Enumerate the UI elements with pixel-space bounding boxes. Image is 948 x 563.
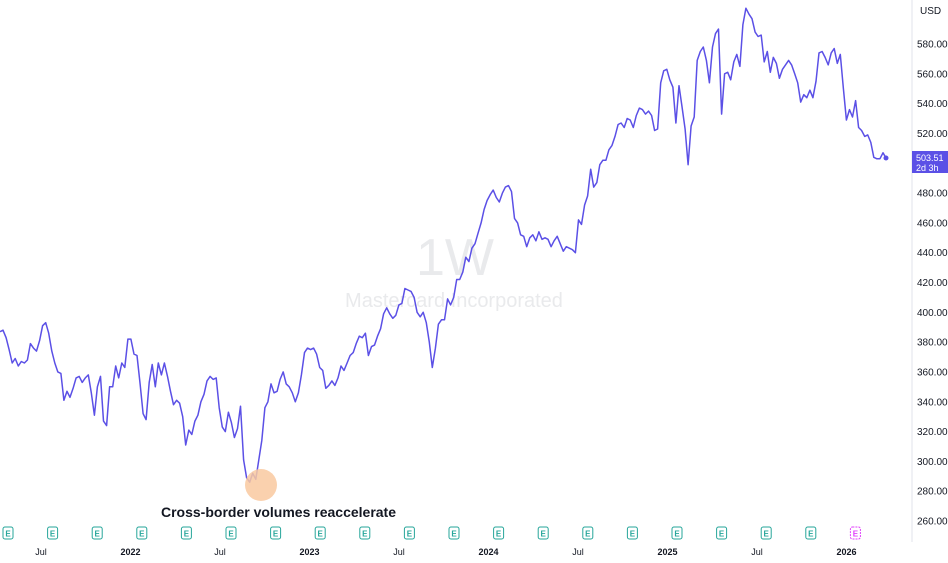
x-tick-label: Jul [751, 547, 763, 557]
price-axis[interactable]: 580.00560.00540.00520.00500.00480.00460.… [917, 40, 948, 528]
earnings-marker-label: E [808, 530, 814, 539]
price-series-line [0, 7, 887, 483]
x-tick-label: 2026 [836, 547, 856, 557]
x-tick-label: Jul [393, 547, 405, 557]
countdown-value: 2d 3h [916, 163, 939, 173]
earnings-marker-label: E [451, 530, 457, 539]
x-tick-label: 2024 [478, 547, 498, 557]
earnings-marker[interactable] [716, 526, 728, 540]
y-tick-label: 440.00 [917, 248, 948, 259]
earnings-marker-label: E [585, 530, 591, 539]
y-tick-label: 260.00 [917, 517, 948, 528]
earnings-marker-label: E [139, 530, 145, 539]
y-tick-label: 400.00 [917, 308, 948, 319]
x-tick-label: 2022 [120, 547, 140, 557]
earnings-marker[interactable] [47, 526, 59, 540]
earnings-marker-label: E [273, 530, 279, 539]
earnings-marker-label: E [318, 530, 324, 539]
earnings-marker[interactable] [180, 526, 192, 540]
earnings-marker-label: E [496, 530, 502, 539]
earnings-marker[interactable] [626, 526, 638, 540]
earnings-marker[interactable] [270, 526, 282, 540]
earnings-marker-label: E [541, 530, 547, 539]
time-axis[interactable]: Jul 2022 Jul 2023 Jul 2024 Jul 2025 Jul 2026 [35, 547, 856, 557]
y-tick-label: 580.00 [917, 40, 948, 51]
y-tick-label: 300.00 [917, 457, 948, 468]
earnings-marker-label: E [228, 530, 234, 539]
last-price-value: 503.51 [916, 153, 944, 163]
earnings-marker-label: E [184, 530, 190, 539]
earnings-marker-label: E [5, 530, 11, 539]
y-tick-label: 480.00 [917, 189, 948, 200]
x-tick-label: Jul [572, 547, 584, 557]
annotation-highlight-circle [245, 469, 277, 501]
y-tick-label: 540.00 [917, 99, 948, 110]
y-tick-label: 340.00 [917, 397, 948, 408]
watermark-symbol: Mastercard Incorporated [345, 290, 563, 312]
x-tick-label: 2023 [299, 547, 319, 557]
earnings-marker[interactable] [805, 526, 817, 540]
earnings-marker[interactable] [849, 526, 861, 540]
earnings-marker-label: E [50, 530, 56, 539]
y-tick-label: 320.00 [917, 427, 948, 438]
x-tick-label: Jul [214, 547, 226, 557]
earnings-marker-label: E [674, 530, 680, 539]
earnings-marker[interactable] [225, 526, 237, 540]
earnings-marker-label: E [95, 530, 101, 539]
last-price-badge: 503.51 2d 3h [912, 151, 948, 173]
earnings-marker[interactable] [91, 526, 103, 540]
earnings-marker[interactable] [760, 526, 772, 540]
earnings-marker[interactable] [403, 526, 415, 540]
y-tick-label: 460.00 [917, 218, 948, 229]
last-price-dot [883, 155, 889, 161]
earnings-marker[interactable] [493, 526, 505, 540]
earnings-marker-label: E [764, 530, 770, 539]
earnings-marker[interactable] [537, 526, 549, 540]
earnings-marker[interactable] [448, 526, 460, 540]
earnings-marker-label: E [853, 530, 859, 539]
currency-label: USD [920, 6, 941, 17]
x-tick-label: 2025 [657, 547, 677, 557]
earnings-marker[interactable] [136, 526, 148, 540]
annotation-label: Cross-border volumes reaccelerate [161, 504, 396, 520]
y-tick-label: 560.00 [917, 69, 948, 80]
y-tick-label: 360.00 [917, 367, 948, 378]
earnings-marker-label: E [407, 530, 413, 539]
earnings-marker[interactable] [314, 526, 326, 540]
series-layer [0, 7, 889, 483]
earnings-marker-label: E [630, 530, 636, 539]
earnings-marker-label: E [719, 530, 725, 539]
y-tick-label: 380.00 [917, 338, 948, 349]
y-tick-label: 420.00 [917, 278, 948, 289]
watermark-interval: 1W [416, 229, 494, 287]
x-tick-label: Jul [35, 547, 47, 557]
y-tick-label: 520.00 [917, 129, 948, 140]
earnings-marker-label: E [362, 530, 368, 539]
earnings-marker[interactable] [2, 526, 14, 540]
y-tick-label: 280.00 [917, 487, 948, 498]
last-price-badge-bg [912, 151, 948, 173]
earnings-marker[interactable] [582, 526, 594, 540]
earnings-marker[interactable] [671, 526, 683, 540]
earnings-marker[interactable] [359, 526, 371, 540]
